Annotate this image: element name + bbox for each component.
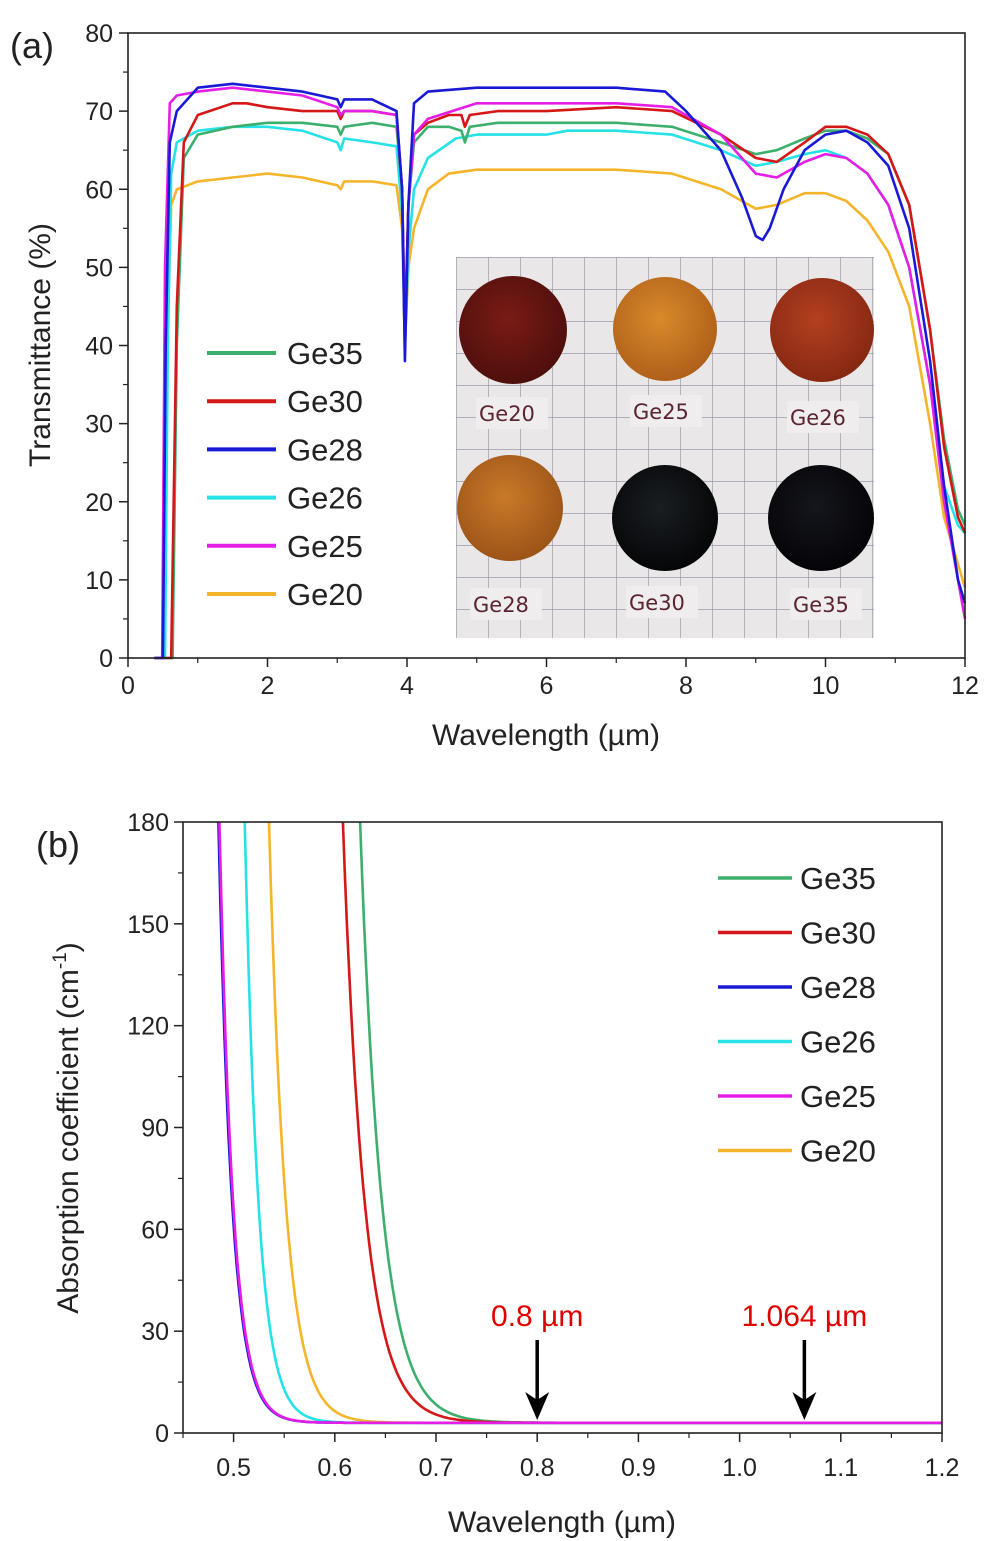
inset-photo: Ge20 Ge25 Ge26 Ge28 Ge30 Ge35 — [456, 257, 874, 638]
panel-b-label: (b) — [36, 824, 80, 865]
sample-disc-ge30 — [612, 465, 718, 571]
y-tick-label: 60 — [85, 176, 113, 204]
x-tick-label: 0.8 — [520, 1454, 555, 1482]
legend-label-ge20: Ge20 — [287, 577, 363, 612]
y-tick-label: 20 — [85, 489, 113, 517]
annotation-label-0: 0.8 µm — [491, 1300, 583, 1333]
sample-disc-ge20 — [459, 276, 567, 384]
x-tick-label: 10 — [812, 672, 840, 700]
legend-label-ge30: Ge30 — [287, 384, 363, 419]
x-tick-label: 12 — [951, 672, 979, 700]
y-tick-label: 30 — [141, 1318, 169, 1346]
y-tick-label: 30 — [85, 411, 113, 439]
y-tick-label: 80 — [85, 20, 113, 48]
x-tick-label: 0.9 — [621, 1454, 656, 1482]
x-tick-label: 8 — [679, 672, 693, 700]
series-line-ge20 — [155, 168, 967, 660]
panel-b-ylabel-sup: -1 — [50, 952, 71, 969]
sample-disc-ge28 — [457, 455, 563, 561]
y-tick-label: 90 — [141, 1115, 169, 1143]
panel-b-ylabel: Absorption coefficient (cm-1) — [50, 942, 85, 1314]
series-line-ge35 — [164, 121, 967, 660]
legend-label-ge28: Ge28 — [800, 970, 876, 1005]
legend-label-ge20: Ge20 — [800, 1134, 876, 1169]
panel-a-ylabel: Transmittance (%) — [24, 223, 57, 467]
panel-b-axes: 0.5 0.6 0.7 0.8 0.9 1.0 1.1 1.2 0 30 60 90 120 150 180 — [127, 809, 959, 1482]
sample-label-ge35: Ge35 — [793, 593, 849, 617]
panel-a-frame — [127, 32, 966, 659]
series-line-ge30 — [162, 102, 967, 660]
annotation-label-1: 1.064 µm — [742, 1300, 868, 1333]
legend-label-ge30: Ge30 — [800, 916, 876, 951]
panel-a-legend: Ge35 Ge30 Ge28 Ge26 Ge25 Ge20 — [207, 336, 363, 612]
y-tick-label: 150 — [127, 911, 169, 939]
x-tick-label: 6 — [540, 672, 554, 700]
legend-label-ge35: Ge35 — [800, 861, 876, 896]
series-line-ge28 — [154, 82, 967, 660]
x-tick-label: 1.0 — [722, 1454, 757, 1482]
sample-disc-ge35 — [768, 465, 874, 571]
panel-b-frame — [182, 821, 943, 1434]
panel-b-xlabel: Wavelength (µm) — [448, 1506, 676, 1539]
series-line-ge25 — [218, 821, 942, 1425]
panel-a-xlabel: Wavelength (µm) — [432, 719, 660, 752]
x-tick-label: 0.7 — [419, 1454, 454, 1482]
panel-a-label: (a) — [10, 25, 54, 66]
legend-label-ge28: Ge28 — [287, 432, 363, 467]
panel-b-ylabel-main: Absorption coefficient (cm — [52, 969, 85, 1314]
y-tick-label: 40 — [85, 333, 113, 361]
sample-label-ge28: Ge28 — [473, 593, 529, 617]
sample-disc-ge25 — [613, 277, 717, 381]
x-tick-label: 0 — [121, 672, 135, 700]
panel-b-annotations: 0.8 µm 1.064 µm — [491, 1300, 867, 1420]
panel-b-series — [217, 821, 942, 1425]
x-tick-label: 0.6 — [317, 1454, 352, 1482]
legend-label-ge25: Ge25 — [800, 1079, 876, 1114]
sample-label-ge20: Ge20 — [479, 402, 535, 426]
sample-disc-ge26 — [770, 278, 874, 382]
y-tick-label: 10 — [85, 567, 113, 595]
sample-label-ge30: Ge30 — [629, 591, 685, 615]
sample-label-ge25: Ge25 — [633, 400, 689, 424]
panel-b-legend: Ge35 Ge30 Ge28 Ge26 Ge25 Ge20 — [718, 861, 876, 1169]
panel-b: (b) 0.5 0.6 0.7 0.8 0.9 1.0 1.1 1.2 0 30 60 90 120 15… — [36, 809, 959, 1539]
panel-a: (a) 0 2 4 6 8 10 12 0 10 20 30 40 50 60 70 80 — [10, 20, 979, 752]
x-tick-label: 1.2 — [925, 1454, 960, 1482]
series-line-ge25 — [153, 86, 967, 660]
panel-b-ylabel-end: ) — [52, 942, 85, 952]
y-tick-label: 50 — [85, 254, 113, 282]
annotation-arrow-head-1 — [792, 1392, 817, 1420]
x-tick-label: 0.5 — [216, 1454, 251, 1482]
x-tick-label: 4 — [400, 672, 414, 700]
y-tick-label: 0 — [99, 645, 113, 673]
annotation-arrow-head-0 — [525, 1392, 550, 1420]
x-tick-label: 2 — [261, 672, 275, 700]
legend-label-ge26: Ge26 — [287, 481, 363, 516]
y-tick-label: 70 — [85, 98, 113, 126]
legend-label-ge26: Ge26 — [800, 1025, 876, 1060]
y-tick-label: 0 — [155, 1420, 169, 1448]
panel-a-series — [153, 82, 967, 660]
panel-a-axes: 0 2 4 6 8 10 12 0 10 20 30 40 50 60 70 80 — [85, 20, 979, 700]
y-tick-label: 60 — [141, 1216, 169, 1244]
y-tick-label: 120 — [127, 1013, 169, 1041]
y-tick-label: 180 — [127, 809, 169, 837]
legend-label-ge35: Ge35 — [287, 336, 363, 371]
x-tick-label: 1.1 — [823, 1454, 858, 1482]
legend-label-ge25: Ge25 — [287, 529, 363, 564]
sample-label-ge26: Ge26 — [790, 406, 846, 430]
